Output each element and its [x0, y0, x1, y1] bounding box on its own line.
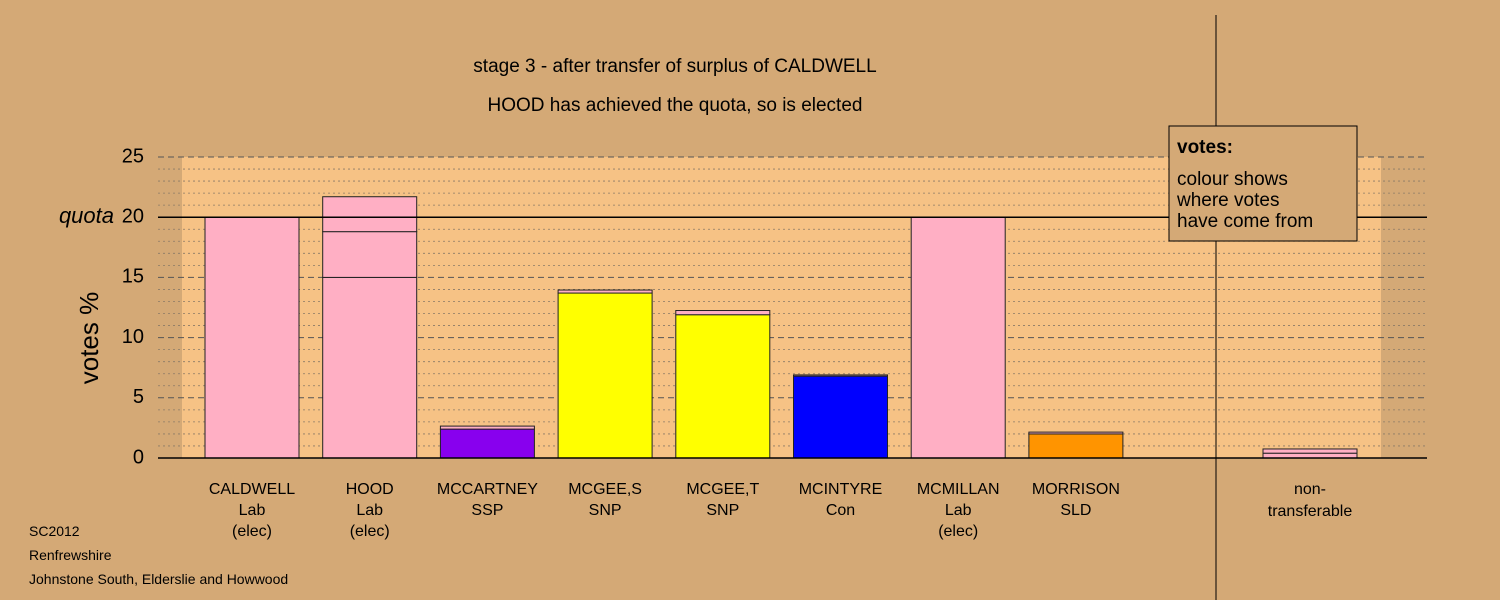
x-label-mcgee-t: SNP [706, 502, 739, 519]
x-tick-labels: CALDWELL Lab (elec) HOOD Lab (elec) MCCARTNEY S… [209, 481, 1352, 540]
bar-segment-mccartney [439, 428, 535, 459]
x-label-morrison: SLD [1060, 502, 1091, 519]
y-tick-label: 25 [122, 145, 144, 167]
x-label-hood: Lab [356, 502, 383, 519]
bar-segment-caldwell [204, 216, 300, 459]
x-label-non-transferable: transferable [1268, 503, 1353, 520]
footer-ward: Johnstone South, Elderslie and Howwood [29, 571, 288, 587]
bar-segment-hood [322, 196, 418, 233]
legend-box [1168, 125, 1358, 242]
footer-election: SC2012 [29, 523, 80, 539]
bar-segment-non-transferable [1262, 448, 1358, 454]
y-tick-label: 20 [122, 205, 144, 227]
x-label-mcintyre: MCINTYRE [799, 481, 883, 498]
x-label-non-transferable: non- [1294, 481, 1326, 498]
bar-segment-morrison [1028, 433, 1124, 459]
bar-segment-hood [322, 276, 418, 459]
y-tick-label: 0 [133, 446, 144, 468]
bar-segment-mcmillan [910, 216, 1006, 459]
chart-title: stage 3 - after transfer of surplus of C… [473, 56, 876, 77]
quota-label: quota [59, 203, 114, 228]
legend-title: votes: [1177, 137, 1233, 158]
x-label-mcmillan: MCMILLAN [917, 481, 1000, 498]
x-label-mcgee-t: MCGEE,T [686, 481, 759, 498]
x-label-caldwell: CALDWELL [209, 481, 295, 498]
x-label-mccartney: SSP [471, 502, 503, 519]
x-label-mccartney: MCCARTNEY [437, 481, 538, 498]
footer-council: Renfrewshire [29, 547, 112, 563]
x-label-hood: HOOD [346, 481, 394, 498]
bar-segment-morrison [1028, 431, 1124, 435]
bar-segment-mcgee-t [675, 310, 771, 316]
legend-line-3: have come from [1177, 211, 1313, 232]
bar-segment-hood [322, 231, 418, 278]
y-axis-label: votes % [74, 292, 104, 385]
legend: votes: colour shows where votes have com… [1168, 125, 1358, 242]
x-label-hood: (elec) [350, 523, 390, 540]
y-tick-label: 5 [133, 386, 144, 408]
x-label-morrison: MORRISON [1032, 481, 1120, 498]
x-label-mcintyre: Con [826, 502, 855, 519]
bar-segment-mcgee-t [675, 314, 771, 459]
bar-segment-mcgee-s [557, 292, 653, 459]
chart-subtitle: HOOD has achieved the quota, so is elect… [488, 95, 863, 116]
legend-line-1: colour shows [1177, 169, 1288, 190]
bar-segment-mcgee-s [557, 289, 653, 294]
y-tick-labels: 0 5 10 15 20 25 [122, 145, 144, 468]
bar-segment-mccartney [439, 425, 535, 430]
bar-segment-mcintyre [793, 375, 888, 459]
bar-segment-mcintyre [793, 374, 888, 377]
x-label-mcgee-s: SNP [589, 502, 622, 519]
x-label-caldwell: Lab [239, 502, 266, 519]
y-tick-label: 15 [122, 266, 144, 288]
bars [204, 196, 1358, 459]
y-tick-label: 10 [122, 326, 144, 348]
x-label-caldwell: (elec) [232, 523, 272, 540]
x-label-mcmillan: Lab [945, 502, 972, 519]
x-label-mcgee-s: MCGEE,S [568, 481, 642, 498]
legend-line-2: where votes [1176, 190, 1279, 211]
x-label-mcmillan: (elec) [938, 523, 978, 540]
